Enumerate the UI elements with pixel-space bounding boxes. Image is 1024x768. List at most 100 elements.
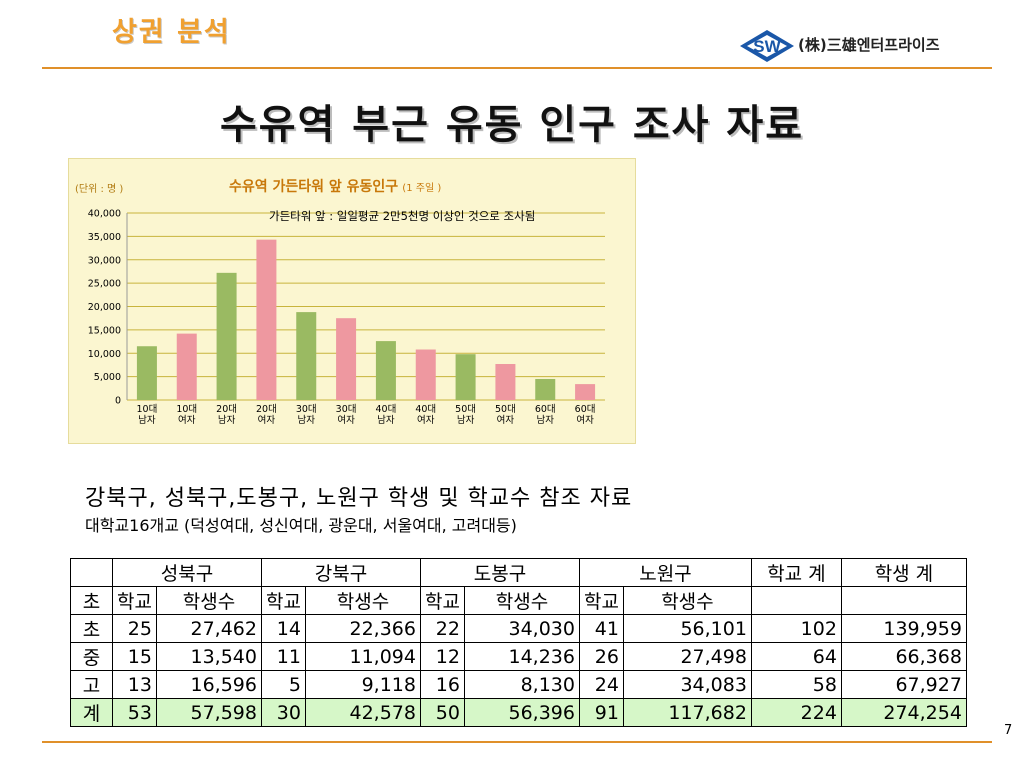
y-tick-label: 20,000	[88, 302, 121, 313]
x-tick-label: 남자	[537, 415, 555, 426]
y-tick-label: 30,000	[88, 255, 121, 266]
x-tick-label: 50대	[455, 404, 476, 415]
x-tick-label: 30대	[296, 404, 317, 415]
table-cell: 53	[112, 698, 157, 727]
table-cell: 102	[750, 614, 842, 643]
y-tick-label: 0	[115, 396, 121, 407]
row-label: 고	[70, 670, 113, 699]
table-cell: 56,396	[463, 698, 580, 727]
x-tick-label: 여자	[258, 414, 276, 426]
bar	[336, 318, 357, 400]
x-tick-label: 10대	[136, 404, 157, 415]
bar	[575, 384, 596, 400]
table-cell: 22,366	[304, 614, 421, 643]
x-tick-label: 여자	[178, 414, 196, 426]
bar	[415, 349, 436, 400]
table-cell: 274,254	[840, 698, 967, 727]
section-title: 상권 분석	[112, 17, 231, 48]
x-tick-label: 여자	[417, 414, 435, 426]
table-cell: 12	[419, 642, 465, 671]
table-total-row: 계 53 57,598 30 42,578 50 56,396 91 117,6…	[70, 698, 967, 727]
row-label: 초	[70, 614, 113, 643]
x-tick-label: 남자	[138, 415, 156, 426]
table-row: 고 13 16,596 5 9,118 16 8,130 24 34,083 5…	[70, 670, 967, 699]
table-header-row: 성북구 강북구 도봉구 노원구 학교 계 학생 계	[70, 558, 967, 587]
x-tick-label: 남자	[457, 415, 475, 426]
table-cell: 50	[419, 698, 465, 727]
chart-panel: 0 5,000 10,000 15,000 20,000 25,000 30,000 35,0…	[68, 158, 636, 444]
footer-divider	[42, 741, 992, 743]
subheader-label: 초	[70, 586, 113, 615]
x-tick-label: 여자	[576, 414, 594, 426]
bar	[535, 378, 556, 400]
page-title: 수유역 부근 유동 인구 조사 자료	[219, 102, 805, 148]
school-subheader: 학교	[578, 586, 624, 615]
table-cell: 24	[578, 670, 624, 699]
page-number: 7	[1004, 723, 1013, 738]
table-row: 중 15 13,540 11 11,094 12 14,236 26 27,49…	[70, 642, 967, 671]
table-row: 초 25 27,462 14 22,366 22 34,030 41 56,10…	[70, 614, 967, 643]
x-tick-label: 남자	[377, 415, 395, 426]
table-cell: 14,236	[463, 642, 580, 671]
table-cell: 42,578	[304, 698, 421, 727]
table-cell: 41	[578, 614, 624, 643]
table-cell: 27,462	[155, 614, 262, 643]
table-cell: 16	[419, 670, 465, 699]
table-cell: 14	[260, 614, 306, 643]
table-cell: 67,927	[840, 670, 967, 699]
table-cell: 22	[419, 614, 465, 643]
bar	[176, 333, 197, 400]
table-cell: 30	[260, 698, 306, 727]
student-subheader: 학생수	[155, 586, 262, 615]
reference-caption: 강북구, 성북구,도봉구, 노원구 학생 및 학교수 참조 자료	[85, 486, 633, 511]
x-tick-label: 남자	[298, 415, 316, 426]
chart-title: 수유역 가든타워 앞 유동인구	[229, 178, 398, 195]
bar	[495, 364, 516, 400]
row-label: 중	[70, 642, 113, 671]
table-cell: 58	[750, 670, 842, 699]
table-cell: 5	[260, 670, 306, 699]
table-cell: 9,118	[304, 670, 421, 699]
x-tick-label: 20대	[256, 404, 277, 415]
y-tick-label: 40,000	[88, 209, 121, 220]
table-cell: 26	[578, 642, 624, 671]
table-cell: 34,083	[622, 670, 752, 699]
table-cell: 139,959	[840, 614, 967, 643]
school-subheader: 학교	[419, 586, 465, 615]
company-name: (株)三雄엔터프라이즈	[798, 36, 940, 54]
table-cell: 224	[750, 698, 842, 727]
x-tick-label: 10대	[176, 404, 197, 415]
x-tick-label: 40대	[375, 404, 396, 415]
x-tick-label: 여자	[497, 414, 515, 426]
table-cell: 11,094	[304, 642, 421, 671]
header-divider	[42, 67, 992, 69]
table-cell: 117,682	[622, 698, 752, 727]
bar	[256, 239, 277, 400]
table-cell: 91	[578, 698, 624, 727]
chart-title-note: (1 주일 )	[402, 182, 441, 194]
table-cell: 57,598	[155, 698, 262, 727]
bar	[375, 341, 396, 400]
student-subheader: 학생수	[463, 586, 580, 615]
table-cell: 27,498	[622, 642, 752, 671]
x-tick-label: 60대	[535, 404, 556, 415]
y-tick-label: 25,000	[88, 279, 121, 290]
y-tick-label: 10,000	[88, 349, 121, 360]
table-subheader-row: 초 학교 학생수 학교 학생수 학교 학생수 학교 학생수	[70, 586, 967, 615]
x-tick-label: 20대	[216, 404, 237, 415]
x-tick-label: 여자	[337, 414, 355, 426]
table-cell: 8,130	[463, 670, 580, 699]
bar	[136, 346, 157, 400]
district-header: 강북구	[260, 558, 421, 587]
student-subheader: 학생수	[622, 586, 752, 615]
table-cell: 56,101	[622, 614, 752, 643]
table-cell: 66,368	[840, 642, 967, 671]
logo-mark-text: SW	[753, 37, 781, 56]
student-subheader: 학생수	[304, 586, 421, 615]
student-school-table: 성북구 강북구 도봉구 노원구 학교 계 학생 계 초 학교 학생수 학교 학생…	[70, 558, 967, 727]
y-tick-label: 35,000	[88, 232, 121, 243]
district-header: 도봉구	[419, 558, 580, 587]
bar	[455, 354, 476, 400]
y-tick-label: 5,000	[94, 372, 121, 383]
table-cell: 11	[260, 642, 306, 671]
